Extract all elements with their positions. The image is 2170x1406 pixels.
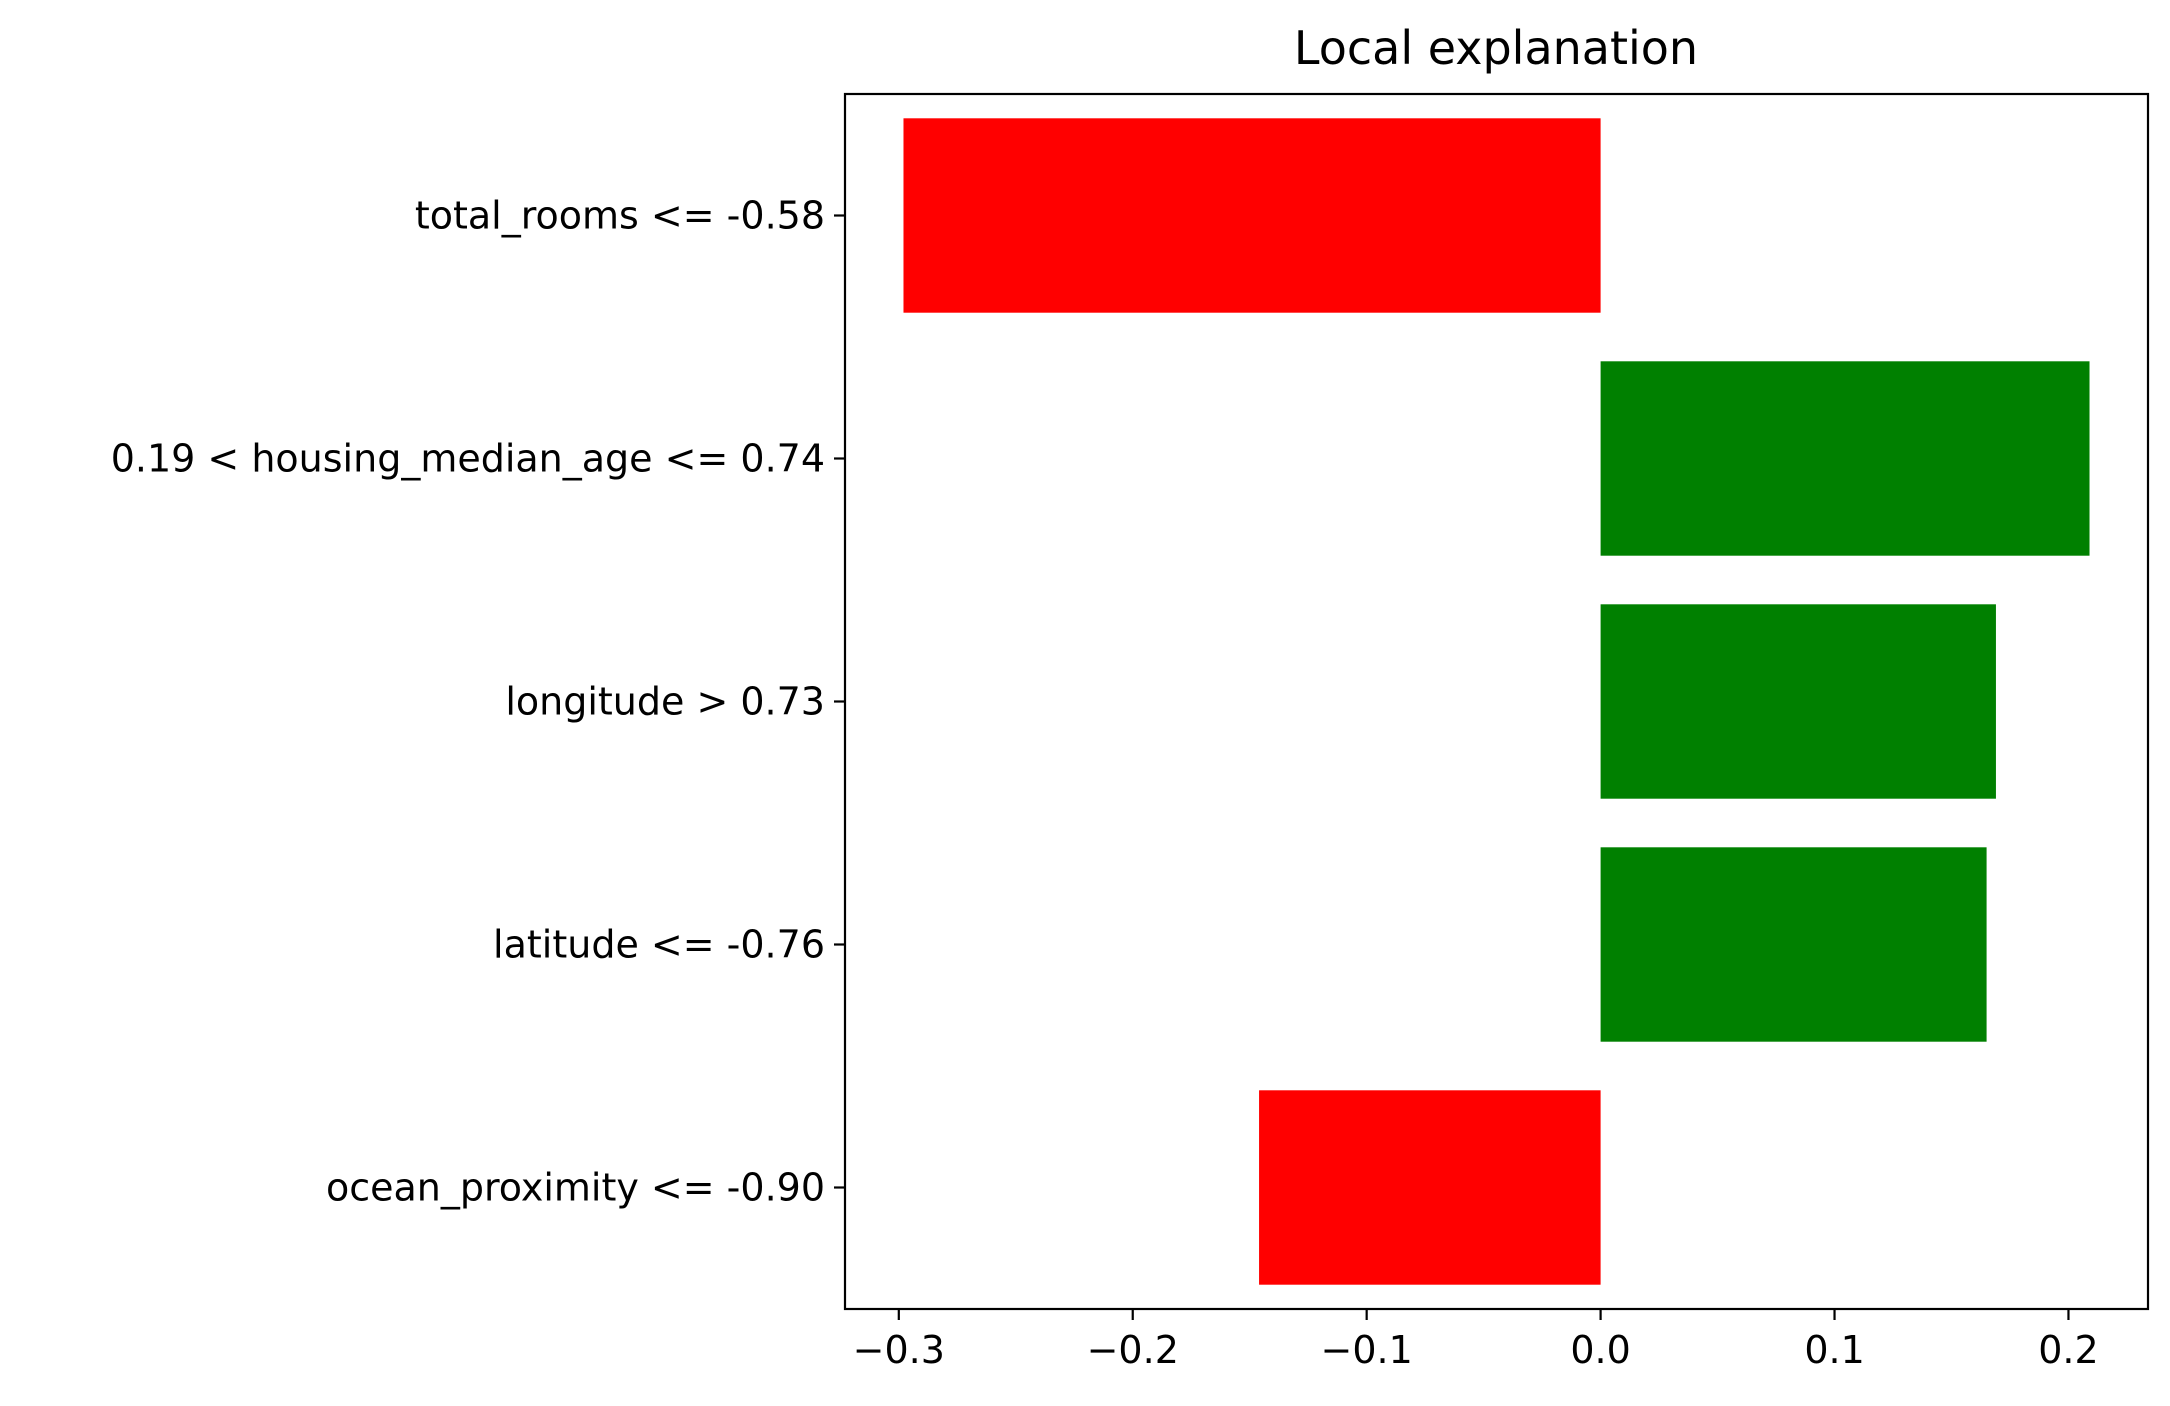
bar-0 xyxy=(903,118,1601,313)
bar-4 xyxy=(1259,1090,1601,1285)
bar-2 xyxy=(1600,604,1996,799)
y-tick-label: longitude > 0.73 xyxy=(505,680,825,724)
bar-3 xyxy=(1600,847,1987,1042)
x-tick-label: 0.0 xyxy=(1570,1328,1630,1372)
x-tick-label: −0.2 xyxy=(1087,1328,1179,1372)
y-tick-label: 0.19 < housing_median_age <= 0.74 xyxy=(111,437,825,481)
bars-group xyxy=(903,118,2090,1285)
plot-frame xyxy=(843,92,2150,1311)
x-tick-label: 0.2 xyxy=(2038,1328,2098,1372)
bar-1 xyxy=(1600,361,2090,556)
y-tick-label: total_rooms <= -0.58 xyxy=(415,194,825,238)
x-tick-label: 0.1 xyxy=(1804,1328,1864,1372)
y-axis: total_rooms <= -0.58 0.19 < housing_media… xyxy=(111,194,845,1210)
chart-title: Local explanation xyxy=(1294,21,1698,75)
x-axis: −0.3 −0.2 −0.1 0.0 0.1 0.2 xyxy=(853,1309,2099,1372)
x-tick-label: −0.3 xyxy=(853,1328,945,1372)
y-tick-label: latitude <= -0.76 xyxy=(493,923,825,967)
x-tick-label: −0.1 xyxy=(1321,1328,1413,1372)
y-tick-label: ocean_proximity <= -0.90 xyxy=(326,1166,825,1210)
